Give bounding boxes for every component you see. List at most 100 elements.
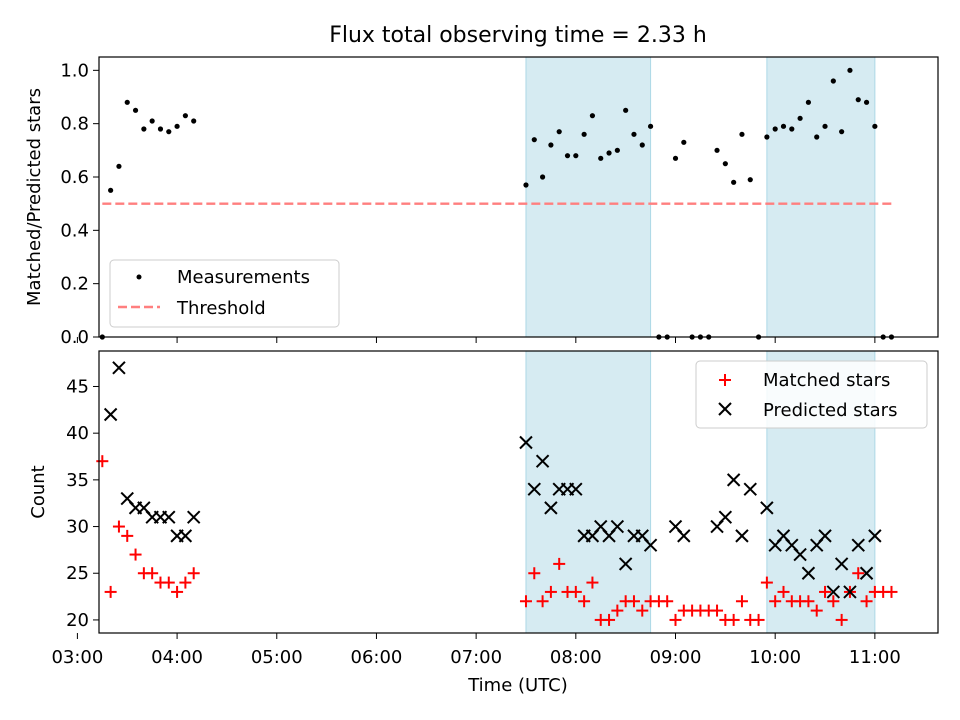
- measurement-point: [747, 177, 753, 183]
- bottom-legend-box: [695, 360, 928, 429]
- measurement-point: [855, 97, 861, 103]
- measurement-point: [839, 129, 845, 135]
- bottom-ytick-label: 20: [66, 610, 89, 631]
- measurement-point: [614, 147, 620, 153]
- matched-star-point: [777, 585, 790, 598]
- measurement-point: [805, 99, 812, 105]
- xtick-label: 11:00: [849, 647, 901, 668]
- matched-star-point: [669, 613, 682, 626]
- matched-star-point: [179, 576, 192, 589]
- bottom-y-axis-label: Count: [28, 465, 49, 518]
- matched-star-point: [544, 585, 557, 598]
- top-panel: 0.0 0.2 0.4 0.6 0.8 1.0 Matched/Predicted sta…: [24, 56, 939, 348]
- measurement-point: [182, 113, 188, 119]
- predicted-star-point: [610, 519, 625, 534]
- measurement-point: [872, 123, 878, 129]
- measurement-point: [623, 107, 629, 113]
- measurement-point: [780, 123, 787, 129]
- xtick-label: 06:00: [351, 647, 403, 668]
- measurement-point: [789, 126, 795, 132]
- matched-star-point: [835, 613, 848, 626]
- top-y-axis-label: Matched/Predicted stars: [24, 88, 45, 306]
- predicted-star-point: [726, 473, 741, 487]
- matched-star-point: [96, 455, 109, 468]
- top-ytick-label: 0.6: [60, 167, 89, 188]
- predicted-star-point: [677, 529, 691, 543]
- matched-star-point: [810, 604, 823, 617]
- measurement-point: [863, 99, 870, 105]
- predicted-star-point: [618, 557, 633, 571]
- matched-star-point: [636, 604, 649, 617]
- measurement-point: [606, 150, 612, 156]
- predicted-star-point: [186, 510, 201, 524]
- top-points: [99, 67, 895, 340]
- predicted-star-point: [527, 482, 541, 496]
- matched-star-point: [885, 585, 898, 598]
- matched-star-point: [661, 595, 674, 608]
- predicted-star-point: [112, 361, 126, 375]
- top-spans: [525, 56, 876, 338]
- matched-star-point: [129, 548, 142, 561]
- matched-star-point: [711, 604, 724, 617]
- measurement-point: [764, 134, 770, 140]
- measurement-point: [739, 131, 745, 137]
- matched-star-point: [162, 576, 175, 589]
- matched-star-point: [121, 529, 134, 542]
- predicted-star-point: [826, 585, 841, 599]
- measurement-point: [539, 174, 546, 180]
- observing-span-bottom-1: [525, 350, 652, 634]
- top-legend-box: [109, 259, 340, 328]
- bottom-xticks: 03:00 04:00 05:00 06:00 07:00 08:00 09:00 10:00…: [51, 633, 901, 668]
- measurement-point: [672, 155, 679, 161]
- matched-star-point: [112, 520, 125, 533]
- matched-star-point: [802, 595, 815, 608]
- measurement-point: [814, 134, 820, 140]
- predicted-star-point: [834, 557, 849, 571]
- predicted-star-point: [535, 454, 550, 468]
- matched-star-point: [603, 613, 616, 626]
- measurement-point: [116, 163, 122, 169]
- matched-star-point: [611, 604, 624, 617]
- predicted-star-point: [643, 538, 658, 552]
- measurement-point: [581, 131, 587, 137]
- top-legend: Measurements Threshold: [109, 259, 340, 328]
- figure-title: Flux total observing time = 2.33 h: [329, 23, 707, 48]
- matched-star-point: [586, 576, 599, 589]
- measurement-point: [141, 126, 147, 132]
- matched-star-point: [171, 585, 184, 598]
- xtick-label: 04:00: [151, 647, 203, 668]
- matched-star-point: [553, 557, 566, 570]
- legend-label-matched: Matched stars: [763, 370, 890, 391]
- bottom-spans: [525, 350, 876, 634]
- measurement-point: [556, 129, 562, 135]
- matched-star-point: [769, 595, 782, 608]
- measurement-point: [772, 126, 778, 132]
- predicted-star-point: [801, 566, 816, 580]
- measurement-point: [822, 123, 828, 129]
- predicted-star-point: [760, 501, 774, 515]
- measurement-point: [681, 139, 687, 145]
- bottom-yticks: 20 25 30 35 40 45: [66, 376, 99, 631]
- matched-star-point: [852, 567, 865, 580]
- predicted-star-point: [718, 510, 733, 524]
- measurement-point: [647, 123, 654, 129]
- matched-star-point: [819, 585, 832, 598]
- measurement-point: [523, 182, 529, 188]
- predicted-star-point: [178, 529, 193, 543]
- bottom-axes-frame: [98, 350, 939, 634]
- bottom-legend: Matched stars Predicted stars: [695, 360, 928, 429]
- measurement-point: [598, 155, 604, 161]
- matched-star-point: [578, 595, 591, 608]
- measurement-point: [847, 67, 853, 73]
- measurement-point: [149, 118, 155, 124]
- top-axes-frame: [98, 56, 939, 338]
- top-ytick-label: 0.2: [60, 274, 89, 295]
- measurement-point: [132, 107, 139, 113]
- predicted-star-point: [859, 566, 874, 580]
- matched-star-point: [528, 567, 541, 580]
- top-xticks: [76, 337, 876, 343]
- xtick-label: 09:00: [650, 647, 702, 668]
- measurement-point: [714, 147, 720, 153]
- observing-span-top-1: [525, 56, 652, 338]
